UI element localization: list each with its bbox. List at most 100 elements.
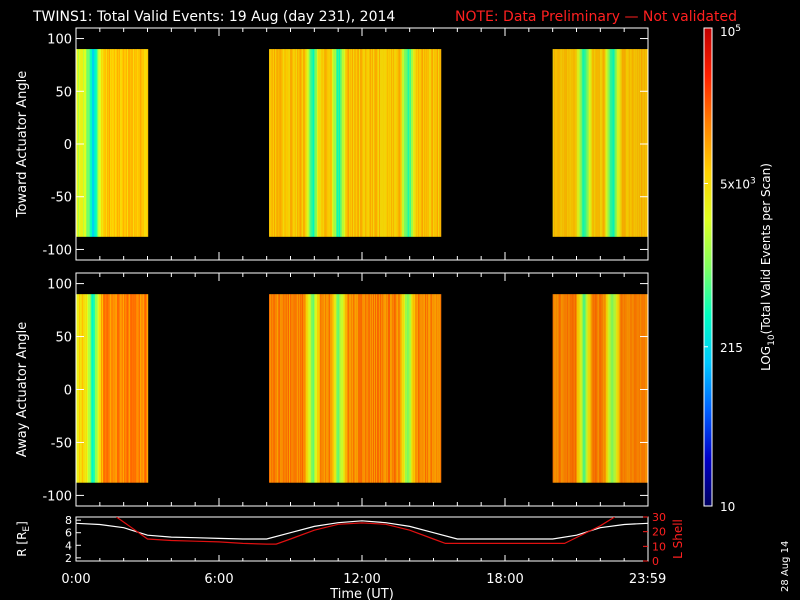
heatmap-column [100, 49, 102, 237]
heatmap-column [317, 294, 319, 483]
heatmap-column [365, 294, 367, 483]
heatmap-column [286, 294, 288, 483]
heatmap-column [101, 49, 103, 237]
heatmap-column [401, 294, 403, 483]
heatmap-column [393, 294, 395, 483]
heatmap-column [81, 294, 83, 483]
heatmap-column [334, 294, 336, 483]
heatmap-column [318, 294, 320, 483]
heatmap-column [86, 294, 88, 483]
heatmap-column [90, 294, 92, 483]
heatmap-column [384, 49, 386, 237]
heatmap-column [420, 294, 422, 483]
heatmap-column [553, 294, 555, 483]
heatmap-column [372, 294, 374, 483]
heatmap-column [614, 49, 616, 237]
heatmap-away [76, 294, 648, 483]
heatmap-column [407, 294, 409, 483]
heatmap-column [580, 294, 582, 483]
heatmap-column [604, 294, 606, 483]
heatmap-column [619, 49, 621, 237]
heatmap-column [341, 294, 343, 483]
heatmap-column [383, 49, 385, 237]
heatmap-column [88, 294, 90, 483]
heatmap-column [380, 294, 382, 483]
heatmap-column [322, 294, 324, 483]
heatmap-column [433, 49, 435, 237]
heatmap-column [90, 49, 92, 237]
x-tick-label: 6:00 [204, 572, 233, 587]
heatmap-column [109, 294, 111, 483]
colorbar-tick-base: 10 [720, 500, 735, 514]
panel-axes-away: -100 -50 0 50 100 Away Actuator Angle [15, 272, 649, 507]
heatmap-column [108, 49, 110, 237]
colorbar-label-rest: (Total Valid Events per Scan) [759, 163, 773, 334]
heatmap-column [401, 49, 403, 237]
heatmap-column [103, 294, 105, 483]
heatmap-column [271, 294, 273, 483]
heatmap-column [125, 294, 127, 483]
heatmap-column [116, 294, 118, 483]
colorbar-gradient [704, 28, 712, 506]
heatmap-column [327, 294, 329, 483]
heatmap-column [269, 49, 271, 237]
heatmap-column [127, 49, 129, 237]
heatmap-column [566, 294, 568, 483]
heatmap-column [560, 294, 562, 483]
heatmap-column [618, 49, 620, 237]
heatmap-column [112, 294, 114, 483]
heatmap-column [391, 294, 393, 483]
heatmap-column [625, 49, 627, 237]
heatmap-column [419, 49, 421, 237]
heatmap-column [634, 49, 636, 237]
heatmap-column [583, 294, 585, 483]
heatmap-column [427, 49, 429, 237]
heatmap-column [377, 294, 379, 483]
heatmap-column [572, 49, 574, 237]
heatmap-column [642, 294, 644, 483]
heatmap-column [602, 294, 604, 483]
heatmap-column [602, 49, 604, 237]
heatmap-column [421, 49, 423, 237]
heatmap-column [277, 49, 279, 237]
heatmap-column [562, 294, 564, 483]
heatmap-column [334, 49, 336, 237]
heatmap-column [352, 49, 354, 237]
heatmap-column [145, 49, 147, 237]
heatmap-column [378, 49, 380, 237]
heatmap-column [552, 294, 554, 483]
heatmap-column [279, 294, 281, 483]
heatmap-column [283, 294, 285, 483]
heatmap-column [83, 294, 85, 483]
heatmap-column [112, 49, 114, 237]
orbit-y-tick-label: 8 [65, 514, 72, 527]
heatmap-column [632, 49, 634, 237]
heatmap-column [375, 294, 377, 483]
heatmap-column [95, 49, 97, 237]
heatmap-column [364, 49, 366, 237]
heatmap-column [618, 294, 620, 483]
heatmap-column [291, 294, 293, 483]
heatmap-column [621, 49, 623, 237]
heatmap-column [405, 49, 407, 237]
heatmap-column [361, 294, 363, 483]
heatmap-column [147, 49, 149, 237]
heatmap-column [82, 49, 84, 237]
heatmap-column [269, 294, 271, 483]
heatmap-column [364, 294, 366, 483]
heatmap-column [406, 294, 408, 483]
heatmap-column [564, 49, 566, 237]
heatmap-column [605, 49, 607, 237]
heatmap-column [146, 49, 148, 237]
heatmap-column [575, 294, 577, 483]
heatmap-column [432, 49, 434, 237]
heatmap-column [417, 294, 419, 483]
x-tick-label: 0:00 [61, 572, 90, 587]
heatmap-column [132, 294, 134, 483]
heatmap-column [333, 49, 335, 237]
heatmap-column [643, 49, 645, 237]
heatmap-column [88, 49, 90, 237]
heatmap-column [629, 294, 631, 483]
heatmap-column [639, 294, 641, 483]
heatmap-column [563, 49, 565, 237]
